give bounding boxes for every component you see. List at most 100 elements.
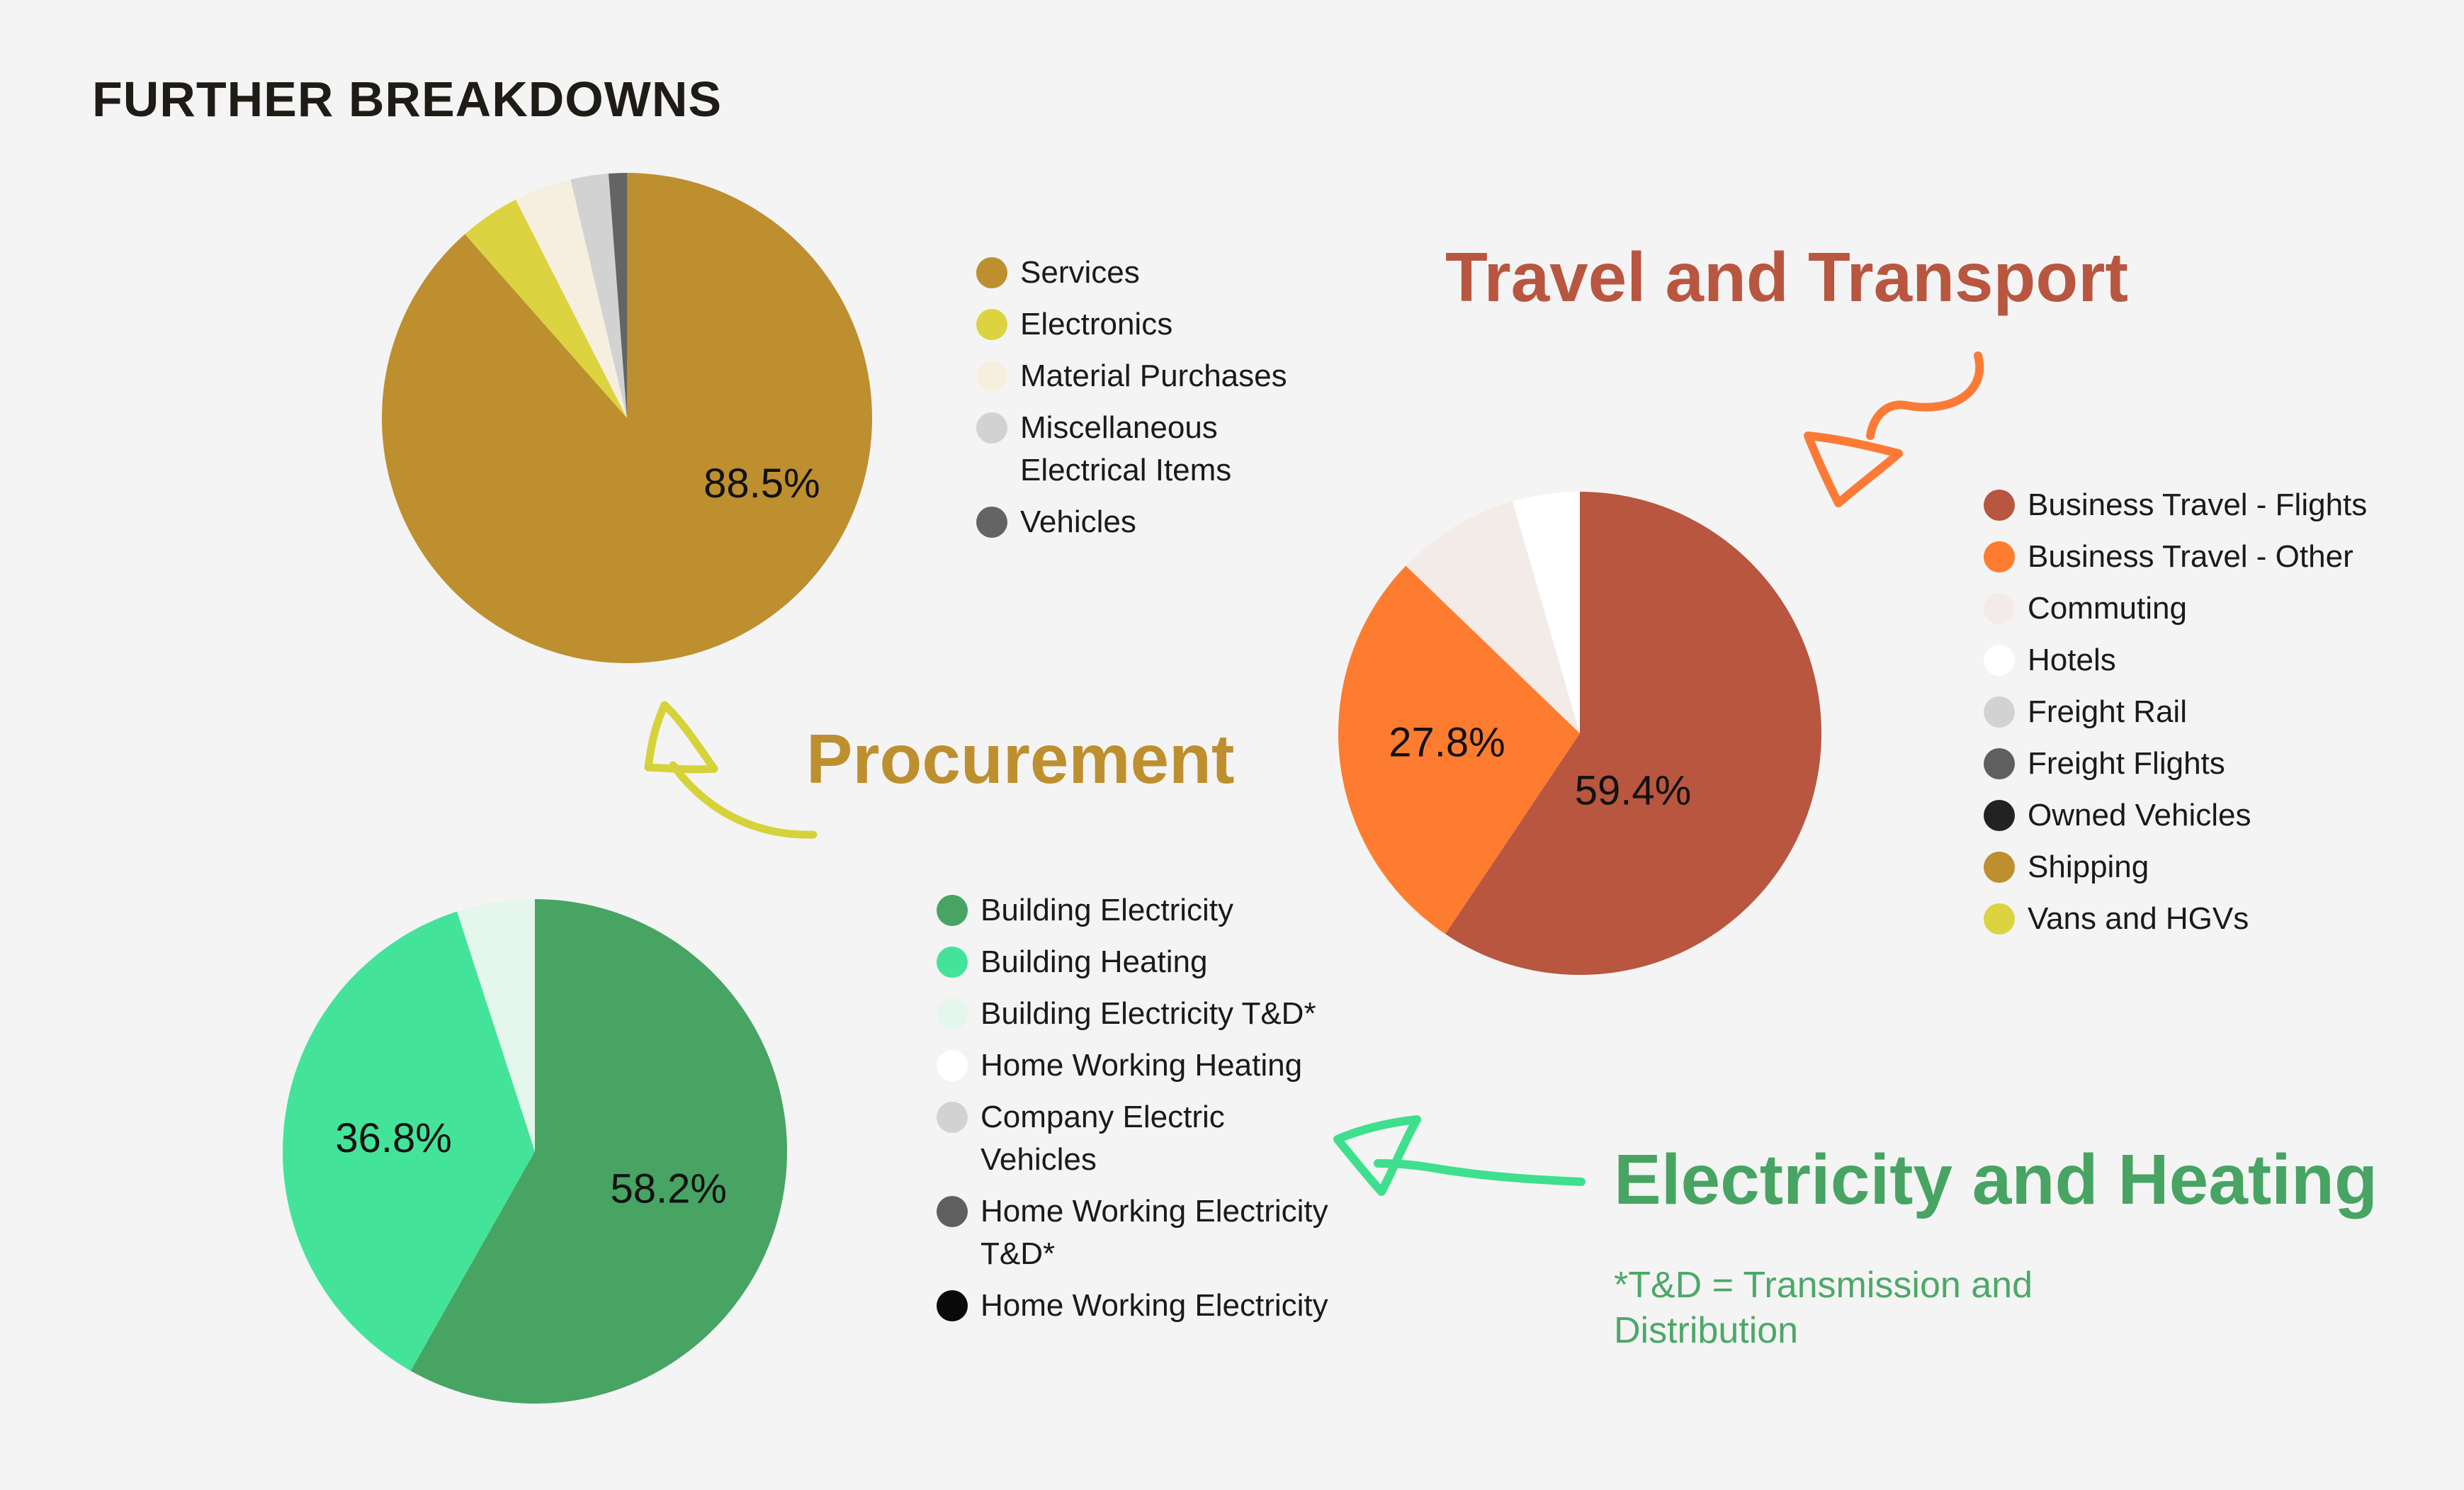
procurement-legend-label: Services xyxy=(1020,255,1140,290)
travel-legend: Business Travel - Flights Business Travel… xyxy=(1984,484,2423,949)
procurement-legend-swatch xyxy=(976,361,1007,392)
travel-legend-swatch xyxy=(1984,696,2015,728)
travel-legend-swatch xyxy=(1984,645,2015,676)
travel-legend-label: Vans and HGVs xyxy=(2028,901,2249,936)
travel-arrow xyxy=(1804,351,1984,507)
electricity-legend-item-home-working-heating: Home Working Heating xyxy=(937,1044,1333,1087)
travel-legend-item-hotels: Hotels xyxy=(1984,639,2423,682)
procurement-pie-chart: 88.5% xyxy=(381,173,872,663)
travel-legend-label: Shipping xyxy=(2028,850,2149,884)
procurement-slice-material-purchases xyxy=(515,179,627,418)
electricity-arrow-head xyxy=(1333,1115,1421,1196)
travel-legend-swatch xyxy=(1984,852,2015,883)
electricity-legend-item-home-working-electricity-t-d: Home Working Electricity T&D* xyxy=(937,1190,1333,1275)
electricity-legend-item-company-electric-vehicles: Company Electric Vehicles xyxy=(937,1096,1333,1181)
electricity-legend-item-building-heating: Building Heating xyxy=(937,941,1333,983)
electricity-pie-chart: 58.2% 36.8% xyxy=(283,899,787,1404)
electricity-legend-swatch xyxy=(937,1050,968,1081)
procurement-legend-item-electronics: Electronics xyxy=(976,303,1345,346)
procurement-data-label-services: 88.5% xyxy=(703,461,820,507)
procurement-legend-swatch xyxy=(976,309,1007,340)
electricity-legend-label: Company Electric Vehicles xyxy=(980,1100,1225,1177)
travel-legend-swatch xyxy=(1984,593,2015,624)
travel-legend-swatch xyxy=(1984,541,2015,572)
travel-data-label-business-travel-other: 27.8% xyxy=(1389,719,1505,765)
electricity-slice-building-electricity-t-d xyxy=(456,899,535,1151)
travel-arrow-shaft xyxy=(1866,351,1984,440)
procurement-legend-item-services: Services xyxy=(976,252,1345,294)
travel-legend-label: Commuting xyxy=(2028,591,2187,626)
electricity-data-label-building-electricity: 58.2% xyxy=(610,1166,726,1212)
electricity-arrow xyxy=(1333,1115,1586,1196)
travel-legend-label: Business Travel - Other xyxy=(2028,539,2353,574)
electricity-legend-label: Building Electricity T&D* xyxy=(980,996,1316,1031)
travel-pie-chart: 59.4% 27.8% xyxy=(1338,492,1821,975)
procurement-legend-label: Vehicles xyxy=(1020,504,1136,539)
travel-legend-label: Hotels xyxy=(2028,643,2116,677)
procurement-slice-vehicles xyxy=(608,173,627,418)
electricity-legend-label: Home Working Electricity T&D* xyxy=(980,1194,1328,1271)
travel-slice-business-travel-other xyxy=(1338,565,1580,935)
electricity-footnote: *T&D = Transmission and Distribution xyxy=(1614,1265,2033,1351)
electricity-legend-label: Building Heating xyxy=(980,944,1208,979)
page-title: FURTHER BREAKDOWNS xyxy=(92,72,723,127)
electricity-data-label-building-heating: 36.8% xyxy=(335,1115,451,1161)
electricity-arrow-shaft xyxy=(1374,1159,1586,1186)
travel-title: Travel and Transport xyxy=(1445,238,2128,316)
electricity-legend-swatch xyxy=(937,1102,968,1133)
electricity-legend-label: Home Working Heating xyxy=(980,1048,1303,1083)
electricity-legend-swatch xyxy=(937,998,968,1029)
electricity-legend-label: Home Working Electricity xyxy=(980,1288,1328,1323)
procurement-arrow-shaft xyxy=(669,761,818,839)
procurement-legend-item-miscellaneous-electrical-items: Miscellaneous Electrical Items xyxy=(976,407,1345,492)
procurement-legend: Services Electronics Material Purchases Mis… xyxy=(976,252,1345,553)
procurement-arrow xyxy=(644,701,818,839)
travel-legend-item-freight-rail: Freight Rail xyxy=(1984,691,2423,733)
procurement-legend-swatch xyxy=(976,257,1007,288)
electricity-legend-label: Building Electricity xyxy=(980,893,1234,927)
electricity-legend-item-building-electricity: Building Electricity xyxy=(937,889,1333,932)
procurement-title: Procurement xyxy=(806,720,1235,798)
procurement-slice-electronics xyxy=(465,199,627,418)
electricity-legend: Building Electricity Building Heating Buil… xyxy=(937,889,1333,1336)
travel-legend-item-commuting: Commuting xyxy=(1984,587,2423,630)
travel-slice-commuting xyxy=(1406,501,1580,733)
travel-legend-item-business-travel-other: Business Travel - Other xyxy=(1984,536,2423,578)
travel-legend-label: Owned Vehicles xyxy=(2028,798,2251,833)
electricity-legend-item-building-electricity-t-d: Building Electricity T&D* xyxy=(937,993,1333,1035)
procurement-legend-swatch xyxy=(976,507,1007,538)
travel-legend-label: Business Travel - Flights xyxy=(2028,487,2368,522)
electricity-legend-swatch xyxy=(937,1290,968,1321)
procurement-slice-services xyxy=(381,173,872,663)
procurement-legend-label: Material Purchases xyxy=(1020,359,1287,393)
travel-legend-label: Freight Rail xyxy=(2028,694,2187,729)
travel-legend-item-freight-flights: Freight Flights xyxy=(1984,743,2423,785)
travel-legend-item-owned-vehicles: Owned Vehicles xyxy=(1984,794,2423,837)
electricity-title: Electricity and Heating xyxy=(1614,1140,2378,1219)
procurement-slice-miscellaneous-electrical-items xyxy=(570,173,627,418)
travel-slice-business-travel-flights xyxy=(1445,492,1821,975)
procurement-arrow-head xyxy=(644,701,718,774)
electricity-slice-building-electricity xyxy=(410,899,787,1404)
electricity-legend-swatch xyxy=(937,947,968,978)
procurement-legend-item-material-purchases: Material Purchases xyxy=(976,355,1345,397)
travel-legend-swatch xyxy=(1984,490,2015,521)
travel-arrow-head xyxy=(1804,431,1903,507)
travel-legend-item-business-travel-flights: Business Travel - Flights xyxy=(1984,484,2423,526)
travel-data-label-business-travel-flights: 59.4% xyxy=(1575,768,1691,814)
travel-slice-hotels xyxy=(1512,492,1580,733)
travel-legend-swatch xyxy=(1984,903,2015,935)
procurement-legend-label: Miscellaneous Electrical Items xyxy=(1020,410,1232,487)
electricity-slice-building-heating xyxy=(283,911,535,1371)
electricity-legend-swatch xyxy=(937,1196,968,1227)
travel-legend-item-shipping: Shipping xyxy=(1984,846,2423,888)
travel-legend-swatch xyxy=(1984,800,2015,831)
procurement-legend-swatch xyxy=(976,412,1007,444)
procurement-legend-label: Electronics xyxy=(1020,307,1173,342)
travel-legend-item-vans-and-hgvs: Vans and HGVs xyxy=(1984,898,2423,940)
travel-legend-label: Freight Flights xyxy=(2028,746,2225,781)
travel-legend-swatch xyxy=(1984,748,2015,779)
electricity-legend-item-home-working-electricity: Home Working Electricity xyxy=(937,1285,1333,1327)
electricity-legend-swatch xyxy=(937,895,968,926)
procurement-legend-item-vehicles: Vehicles xyxy=(976,501,1345,543)
